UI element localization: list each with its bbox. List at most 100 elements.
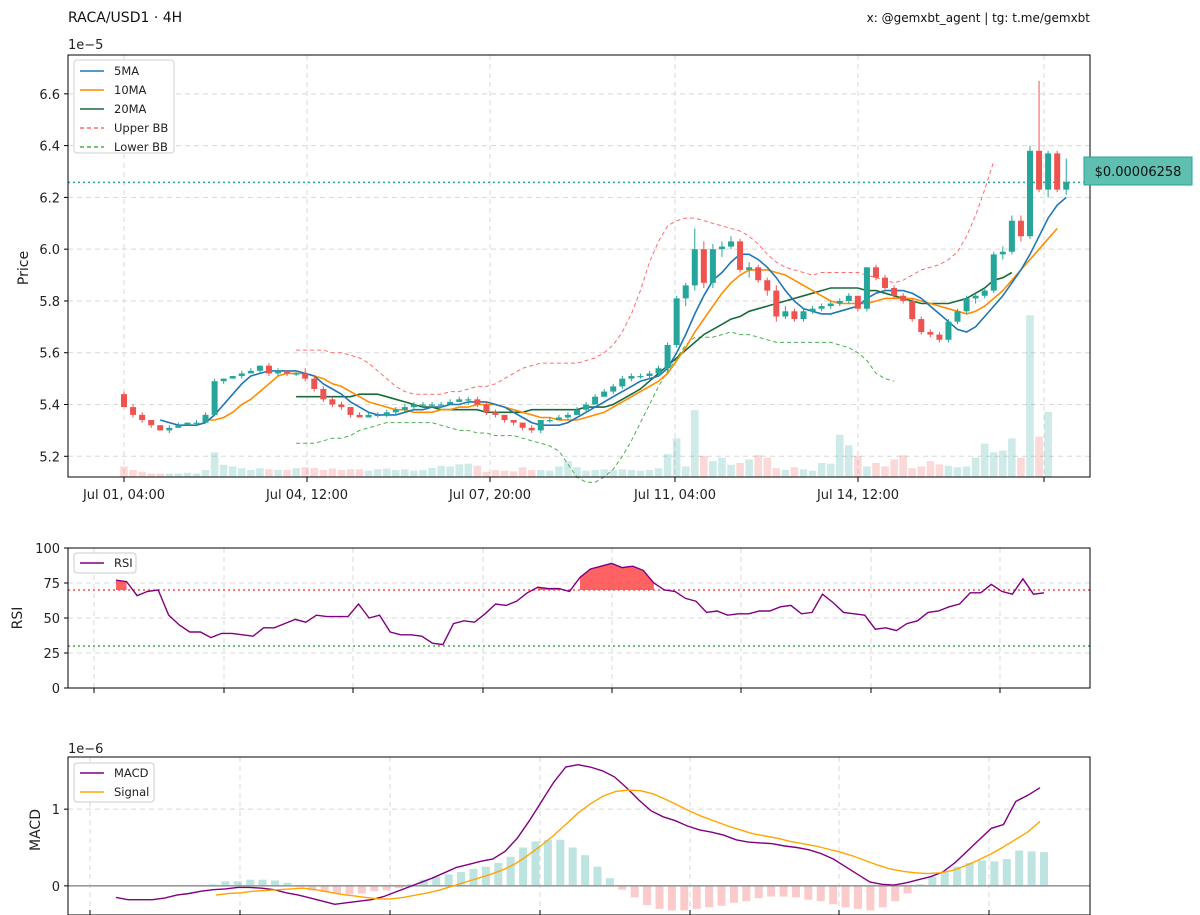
macd-hist-bar <box>605 878 614 886</box>
volume-bar <box>609 469 618 477</box>
rsi-y-tick-label: 75 <box>43 577 60 592</box>
price-legend-box <box>73 59 175 154</box>
volume-bar <box>419 469 427 477</box>
volume-bar <box>799 469 808 477</box>
candle-body <box>1017 220 1024 237</box>
macd-y-ticks: 01 <box>52 803 68 895</box>
volume-bar <box>826 463 835 477</box>
macd-hist-bar <box>221 881 230 886</box>
volume-bar <box>654 468 663 477</box>
price-legend-label: 5MA <box>114 64 139 78</box>
macd-hist-bar <box>308 885 317 891</box>
volume-bar <box>645 469 654 477</box>
candle-body <box>574 409 580 415</box>
volume-bar <box>1017 457 1025 477</box>
candle-body <box>247 370 254 374</box>
price-indicator-lines <box>68 160 1090 483</box>
macd-axis-title: MACD <box>28 809 44 851</box>
volume-bar <box>546 470 554 477</box>
volume-bar <box>1026 315 1034 477</box>
candle-body <box>238 373 245 377</box>
volume-bar <box>174 473 183 477</box>
candle-body <box>592 396 599 405</box>
price-x-tick-label: Jul 14, 12:00 <box>816 488 899 503</box>
macd-hist-bar <box>357 885 366 894</box>
candle-body <box>564 414 571 418</box>
volume-bar <box>473 465 482 477</box>
volume-bar <box>953 467 962 477</box>
macd-line <box>115 763 1041 906</box>
volume-bar <box>237 468 246 477</box>
volume-bar <box>962 466 971 477</box>
candle-body <box>492 412 499 415</box>
macd-hist-bar <box>432 876 441 886</box>
candlesticks <box>121 80 1070 433</box>
volume-bar <box>401 469 409 477</box>
macd-hist-bar <box>667 885 676 911</box>
candle-body <box>999 251 1006 255</box>
candle-body <box>220 378 227 382</box>
candle-body <box>293 373 300 375</box>
candle-body <box>700 249 707 283</box>
price-y-tick-label: 5.8 <box>39 295 60 310</box>
chart-title: RACA/USD1 · 4H <box>68 10 182 26</box>
volume-bar <box>672 438 681 477</box>
volume-bar <box>817 462 826 477</box>
volume-bar <box>600 469 608 477</box>
candle-body <box>501 414 508 421</box>
ma10-line <box>205 227 1058 421</box>
price-y-tick-label: 6.4 <box>39 140 60 155</box>
rsi-frame <box>67 547 1091 689</box>
candle-body <box>900 295 907 301</box>
candle-body <box>193 422 200 424</box>
volume-bar <box>582 470 590 477</box>
candle-body <box>202 414 209 423</box>
macd-hist-bar <box>506 856 515 886</box>
signal-line <box>215 789 1041 900</box>
macd-hist-bar <box>729 885 738 903</box>
volume-bar <box>1035 436 1043 477</box>
rsi-lines <box>68 562 1090 647</box>
candle-body <box>583 404 590 410</box>
volume-bar <box>745 459 753 477</box>
rsi-y-tick-label: 100 <box>35 542 60 557</box>
price-x-tick-label: Jul 01, 04:00 <box>82 488 165 503</box>
macd-hist-bar <box>692 885 701 909</box>
candle-body <box>990 254 997 291</box>
price-frame <box>67 54 1091 478</box>
volume-bar <box>781 469 790 477</box>
candle-body <box>945 321 952 340</box>
rsi-legend: RSI <box>73 552 137 574</box>
candle-body <box>664 344 671 369</box>
price-y-tick-label: 5.6 <box>39 347 60 362</box>
volume-bar <box>500 470 509 477</box>
volume-bar <box>192 473 201 477</box>
volume-bar <box>636 470 645 477</box>
candle-body <box>628 376 635 379</box>
macd-hist-bar <box>1002 859 1011 886</box>
volume-bar <box>971 457 980 477</box>
candle-body <box>691 249 698 286</box>
candle-body <box>284 370 291 374</box>
macd-hist-bar <box>977 860 986 886</box>
macd-hist-bar <box>457 872 466 886</box>
macd-hist-bar <box>618 885 627 890</box>
volume-bar <box>509 471 518 477</box>
macd-hist-bar <box>742 885 751 902</box>
macd-hist-bar <box>853 885 862 909</box>
volume-bar <box>944 465 953 477</box>
rsi-overbought-fill <box>116 563 654 590</box>
volume-bar <box>156 473 165 477</box>
macd-hist-bar <box>643 885 652 906</box>
macd-y-tick-label: 0 <box>52 880 60 895</box>
candle-body <box>229 376 236 379</box>
candle-body <box>1054 153 1061 190</box>
macd-hist-bar <box>556 839 565 886</box>
macd-hist-bar <box>804 885 813 900</box>
candle-body <box>429 404 436 406</box>
rsi-overbought-area <box>116 580 127 590</box>
current-price-tag: $0.00006258 <box>1083 156 1193 186</box>
candle-body <box>619 378 626 387</box>
candle-body <box>256 365 263 371</box>
candle-body <box>510 420 517 423</box>
